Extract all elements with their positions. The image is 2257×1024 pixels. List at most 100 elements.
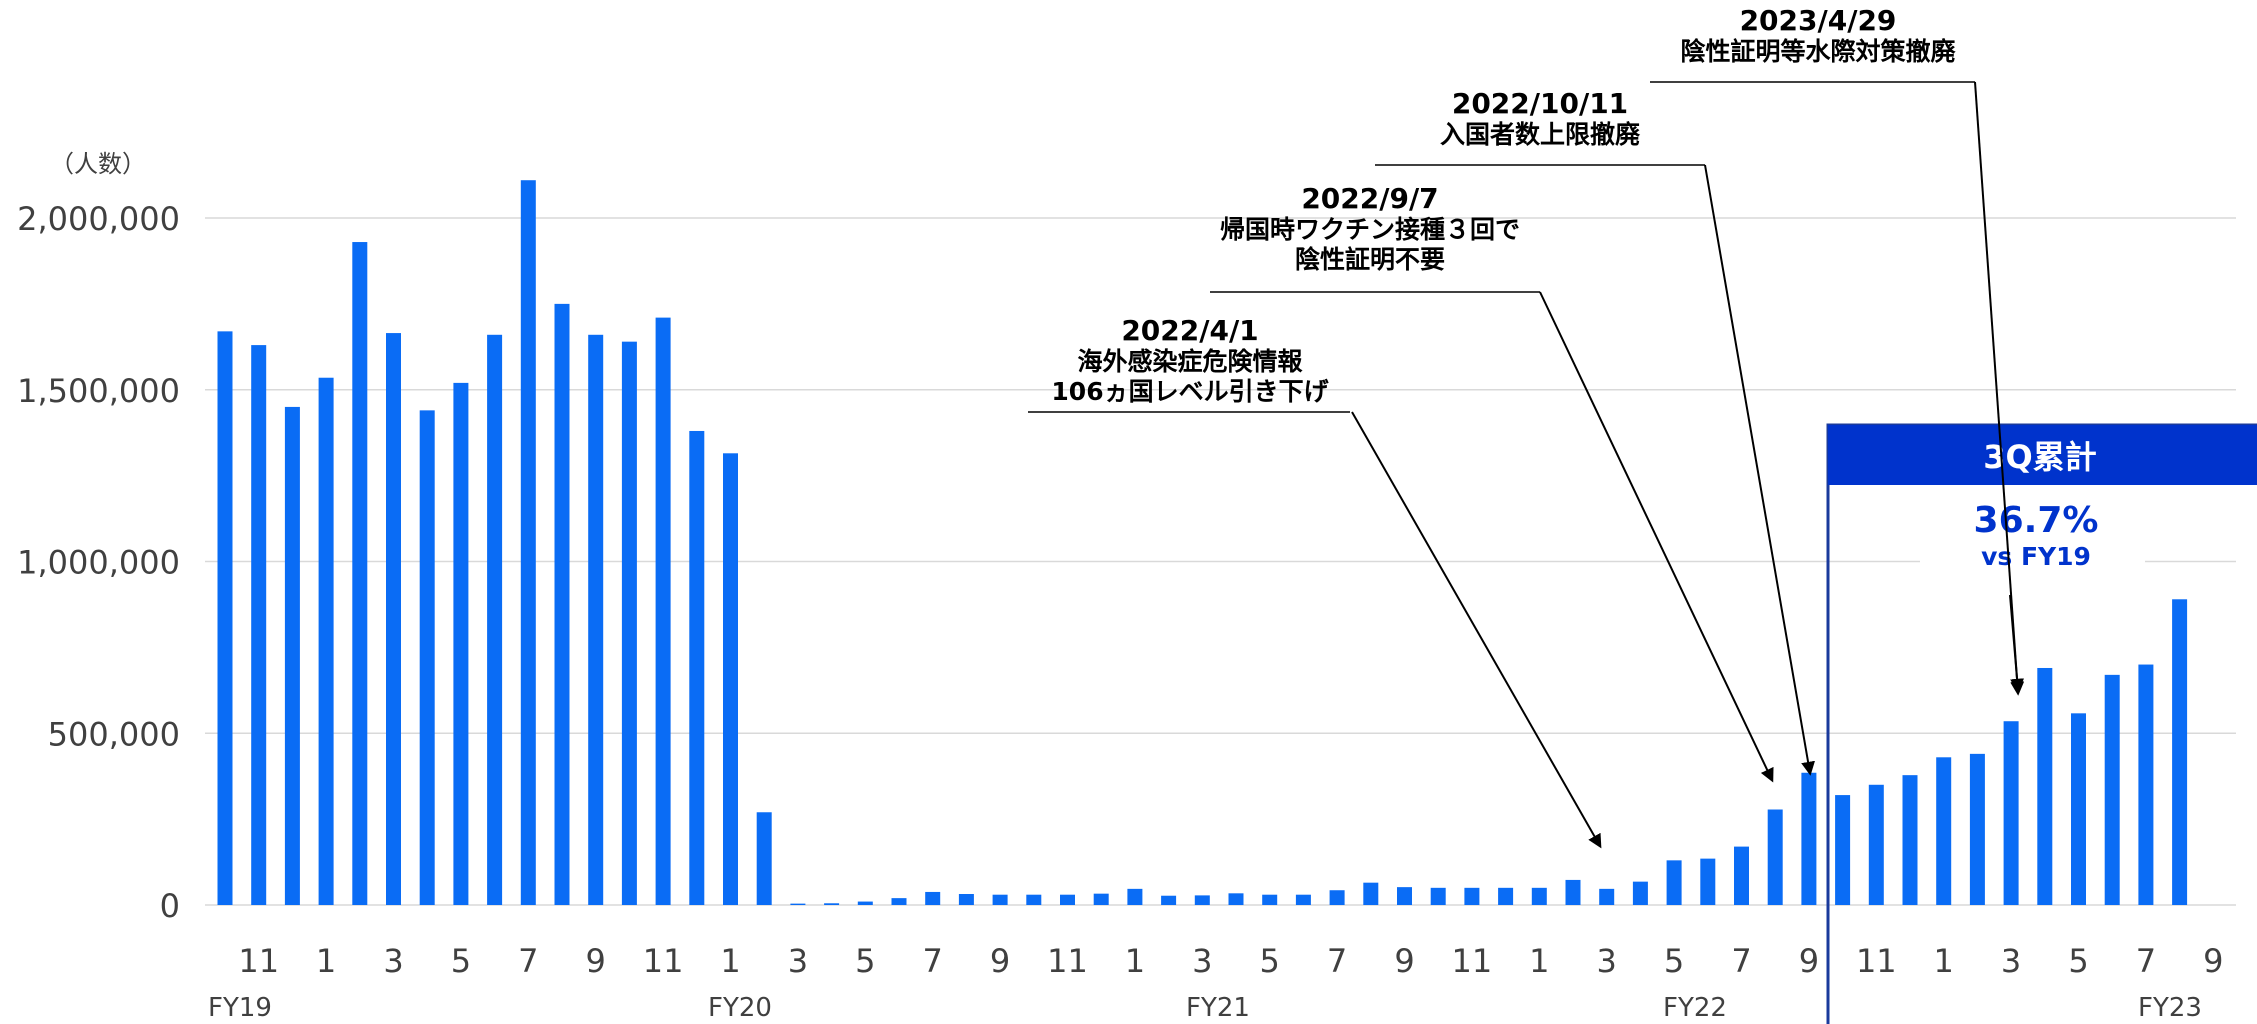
- bar-2022-10: [1430, 887, 1446, 905]
- bar-2022-12: [1498, 887, 1514, 905]
- x-tick-label: 3: [383, 942, 403, 980]
- x-tick-label: 3: [1192, 942, 1212, 980]
- bar-2022-08: [1363, 882, 1379, 905]
- annotation-arrow: [1974, 81, 2025, 696]
- x-tick-label: 9: [990, 942, 1010, 980]
- bar-2023-11: [1868, 784, 1884, 905]
- x-tick-label: 11: [1452, 942, 1493, 980]
- annotation-text: 帰国時ワクチン接種３回で: [1220, 215, 1520, 244]
- bar-2023-04: [1632, 881, 1648, 905]
- bar-2024-04: [2037, 667, 2053, 905]
- x-tick-label: 9: [1799, 942, 1819, 980]
- bar-2021-05: [857, 901, 873, 905]
- annotation-text: 106ヵ国レベル引き下げ: [1051, 377, 1329, 406]
- x-tick-label: 3: [1597, 942, 1617, 980]
- bar-2023-12: [1902, 775, 1918, 905]
- bar-2021-09: [992, 894, 1008, 905]
- y-tick-label: 500,000: [48, 715, 180, 753]
- x-tick-label: 1: [1934, 942, 1954, 980]
- annotation-arrow: [1351, 411, 1602, 849]
- bar-2020-12: [689, 430, 705, 905]
- fy-label: FY23: [2138, 993, 2202, 1023]
- bar-2023-06: [1700, 858, 1716, 905]
- grid-lines: [205, 217, 2236, 906]
- bar-2023-03: [1599, 888, 1615, 905]
- annotation-arrow: [1539, 291, 1774, 783]
- bar-2021-10: [1026, 894, 1042, 905]
- x-tick-label: 5: [855, 942, 875, 980]
- bar-2022-04: [1228, 893, 1244, 905]
- x-tick-label: 7: [1731, 942, 1751, 980]
- x-tick-label: 7: [923, 942, 943, 980]
- highlight-box: 3Q累計 36.7% vs FY19: [1826, 423, 2257, 1024]
- bar-2020-04: [419, 410, 435, 905]
- bar-2020-10: [621, 341, 637, 905]
- bar-2022-02: [1161, 895, 1177, 905]
- bar-2021-11: [1060, 894, 1075, 905]
- x-tick-label: 1: [1529, 942, 1549, 980]
- bar-2023-07: [1734, 846, 1749, 905]
- bar-2023-10: [1835, 795, 1851, 905]
- x-tick-label: 1: [316, 942, 336, 980]
- y-tick-label: 2,000,000: [17, 200, 180, 238]
- x-tick-label: 11: [1047, 942, 1088, 980]
- fy-label: FY21: [1186, 993, 1250, 1023]
- fy-label: FY20: [708, 993, 772, 1023]
- bar-2021-04: [824, 903, 840, 905]
- bar-2020-05: [453, 382, 469, 905]
- highlight-box-text-bg: [1920, 492, 2145, 580]
- bar-2022-11: [1464, 887, 1480, 905]
- x-tick-label: 5: [2068, 942, 2088, 980]
- y-axis-unit-label: （人数）: [50, 150, 146, 178]
- bar-2020-09: [588, 334, 604, 905]
- bar-2022-07: [1329, 890, 1345, 905]
- bar-2022-01: [1127, 888, 1143, 905]
- bar-2020-06: [487, 334, 503, 905]
- fy-label: FY22: [1663, 993, 1727, 1023]
- x-tick-label: 1: [1125, 942, 1145, 980]
- annotation-text: 陰性証明等水際対策撤廃: [1680, 37, 1956, 66]
- bar-2021-01: [723, 453, 738, 905]
- bar-2019-12: [284, 406, 300, 905]
- annotation-date: 2022/4/1: [1121, 314, 1258, 347]
- bar-2023-09: [1801, 772, 1817, 905]
- bar-2021-08: [958, 894, 974, 905]
- bar-2020-11: [655, 317, 671, 905]
- annotation-text: 海外感染症危険情報: [1077, 347, 1303, 376]
- bar-2020-02: [352, 242, 368, 906]
- bar-2024-06: [2104, 674, 2120, 905]
- bar-2024-03: [2003, 721, 2019, 905]
- x-tick-label: 11: [238, 942, 279, 980]
- bar-2021-07: [925, 891, 941, 905]
- bar-2020-07: [520, 180, 536, 906]
- x-tick-label: 11: [1856, 942, 1897, 980]
- x-tick-label: 9: [586, 942, 606, 980]
- bar-2020-08: [554, 303, 570, 905]
- x-tick-label: 7: [518, 942, 538, 980]
- highlight-box-subtitle: vs FY19: [1981, 542, 2091, 571]
- fy-label: FY19: [208, 993, 272, 1023]
- x-tick-label: 1: [720, 942, 740, 980]
- bar-2024-07: [2138, 664, 2154, 905]
- x-tick-label: 3: [788, 942, 808, 980]
- bar-2023-05: [1666, 860, 1682, 905]
- y-axis-ticks: 0 500,000 1,000,000 1,500,000 2,000,000: [17, 200, 180, 925]
- highlight-box-value: 36.7%: [1974, 500, 2099, 541]
- annotation-arrow: [1704, 164, 1815, 776]
- y-tick-label: 1,500,000: [17, 372, 180, 410]
- bar-2023-02: [1565, 879, 1581, 905]
- x-tick-label: 3: [2001, 942, 2021, 980]
- y-tick-label: 1,000,000: [17, 544, 180, 582]
- bar-2021-12: [1093, 893, 1109, 905]
- x-tick-label: 5: [1260, 942, 1280, 980]
- annotation-date: 2022/9/7: [1301, 182, 1438, 215]
- x-tick-label: 9: [2203, 942, 2223, 980]
- bar-2022-05: [1262, 894, 1278, 905]
- bar-2023-01: [1531, 887, 1547, 905]
- bar-2023-08: [1767, 809, 1783, 905]
- annotations: 2022/4/1海外感染症危険情報106ヵ国レベル引き下げ2022/9/7帰国時…: [1028, 4, 2025, 849]
